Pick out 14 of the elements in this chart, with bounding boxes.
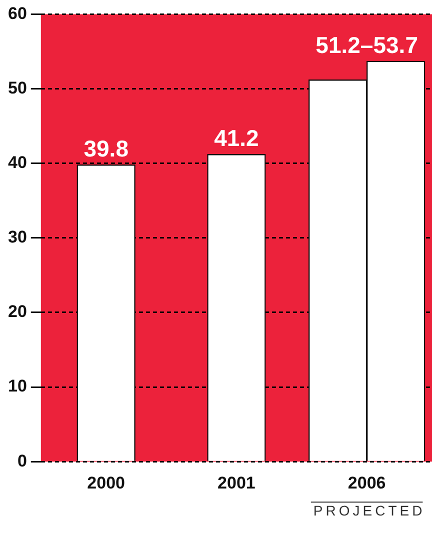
data-label: 39.8 xyxy=(84,136,129,162)
y-tick-label: 10 xyxy=(8,376,27,396)
y-tick-label: 40 xyxy=(8,153,27,172)
y-tick-label: 20 xyxy=(8,302,27,322)
y-tick-label: 30 xyxy=(8,228,27,247)
data-label: 41.2 xyxy=(214,125,259,152)
x-tick-label: 2000 xyxy=(87,473,126,492)
x-tick-label: 2006 xyxy=(348,473,386,492)
y-tick-label: 50 xyxy=(8,78,27,98)
y-tick-label: 0 xyxy=(17,451,27,470)
y-tick-label: 60 xyxy=(8,4,27,23)
text: PROJECTED xyxy=(313,502,426,518)
data-label: 51.2–53.7 xyxy=(316,32,418,58)
x-tick-label: 2001 xyxy=(218,473,256,492)
